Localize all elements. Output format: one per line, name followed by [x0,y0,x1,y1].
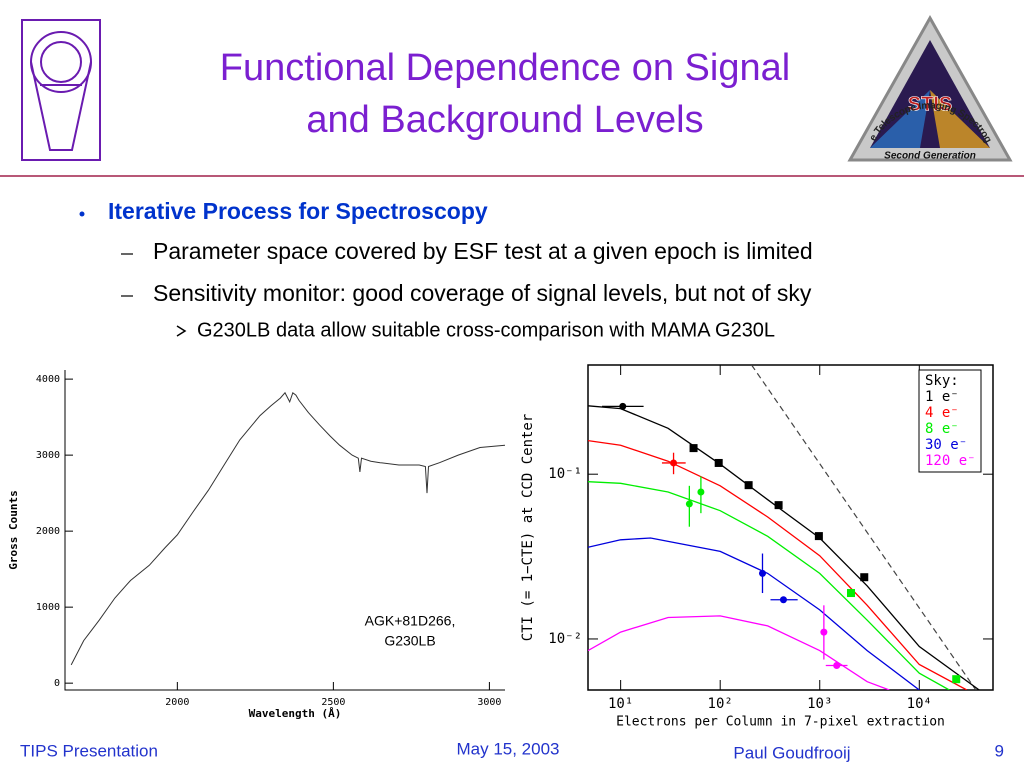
data-point [689,444,698,453]
data-point [846,589,855,598]
data-point [744,481,753,490]
y-tick-label: 3000 [36,450,60,461]
legend-entry: 30 e⁻ [925,437,967,453]
chart-panel [0,362,510,720]
bullet-arrow [176,325,187,337]
data-point [670,459,678,467]
legend-entry: 8 e⁻ [925,421,959,437]
legend-title: Sky: [925,373,959,389]
data-point [619,402,627,410]
x-tick-label: 10³ [807,696,832,712]
y-tick-label: 4000 [36,374,60,385]
bullet-text: Sensitivity monitor: good coverage of si… [153,280,812,306]
model-curve [588,405,980,690]
data-point [685,500,693,508]
data-point [714,458,723,467]
data-point [697,488,705,496]
x-tick-label: 2000 [165,697,189,708]
data-point [860,573,869,582]
legend-entry: 120 e⁻ [925,453,976,469]
model-curve [588,439,968,690]
footer-text: May 15, 2003 [456,739,559,758]
y-axis-label: CTI (= 1−CTE) at CCD Center [520,414,536,642]
plot-area [588,365,980,690]
bullet-text: Parameter space covered by ESF test at a… [153,238,813,264]
x-axis-label: Electrons per Column in 7-pixel extracti… [616,715,945,730]
annotation: G230LB [384,633,435,649]
y-tick-label: 10⁻² [548,631,582,647]
x-tick-label: 2500 [321,697,345,708]
title-line: Functional Dependence on Signal [220,47,790,89]
stis-logo: STIS Second Generation [847,14,1013,162]
bullet-text: Iterative Process for Spectroscopy [108,198,488,224]
y-axis-label: Gross Counts [7,490,20,569]
limit-line [751,365,977,690]
x-tick-label: 3000 [477,697,501,708]
legend-entry: 1 e⁻ [925,389,959,405]
data-point [779,596,787,604]
legend-entry: 4 e⁻ [925,405,959,421]
y-tick-label: 10⁻¹ [548,466,582,482]
model-curve [588,615,890,690]
x-axis-label: Wavelength (Å) [249,707,342,720]
logo-text: STIS [908,93,952,115]
footer-text: TIPS Presentation [20,741,158,760]
model-curve [588,481,950,690]
y-tick-label: 2000 [36,526,60,537]
institute-logo [21,19,101,161]
spectrum-line [70,391,506,666]
data-point [820,628,828,636]
y-tick-label: 1000 [36,602,60,613]
data-point [952,675,961,684]
title-line: and Background Levels [306,99,703,141]
x-tick-label: 10¹ [608,696,633,712]
plot-frame [587,364,994,691]
legend-box [918,369,982,473]
data-point [758,569,766,577]
bullet-text: G230LB data allow suitable cross-compari… [197,319,775,341]
data-point [833,662,841,670]
y-tick-label: 0 [54,678,60,689]
x-tick-label: 10⁴ [907,696,932,712]
bullet-dot [79,211,85,217]
axis [64,370,505,691]
data-point [774,501,783,510]
footer-text: Paul Goudfrooij [733,743,850,762]
x-tick-label: 10² [708,696,733,712]
logo-text: Second Generation [884,151,976,162]
model-curve [588,537,920,690]
data-point [814,532,823,541]
annotation: AGK+81D266, [365,613,456,629]
footer-text: 9 [995,741,1004,760]
